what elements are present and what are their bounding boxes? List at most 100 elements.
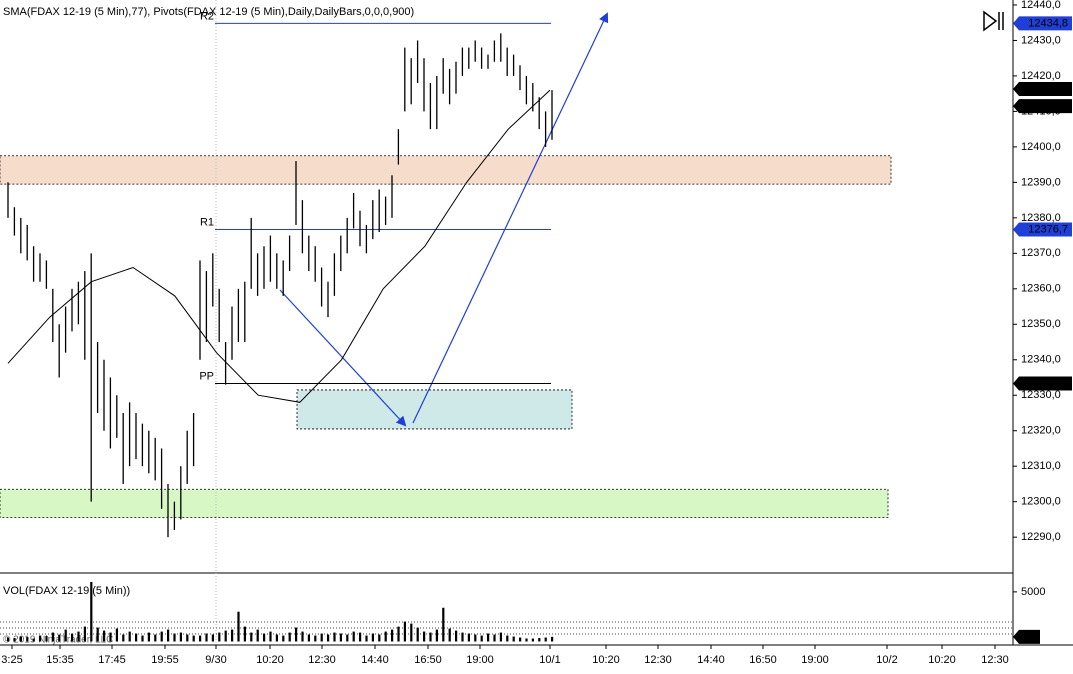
volume-bar: [448, 628, 451, 642]
y-tick-label: 12310,0: [1021, 460, 1061, 472]
volume-bar: [45, 636, 48, 642]
y-tick-label: 12330,0: [1021, 389, 1061, 401]
price-marker-label: 12416,3: [1028, 83, 1068, 95]
volume-bar: [26, 637, 29, 642]
volume-bar: [141, 635, 144, 642]
volume-tick-label: 5000: [1021, 586, 1045, 598]
volume-bar: [7, 637, 10, 642]
volume-bar: [224, 630, 227, 642]
x-tick-label: 9/30: [205, 654, 226, 666]
x-tick-label: 19:55: [151, 654, 179, 666]
volume-bar: [115, 628, 118, 642]
x-tick-label: 15:35: [46, 654, 74, 666]
volume-bar: [275, 634, 278, 642]
volume-bar: [147, 632, 150, 642]
pivot-label: PP: [199, 370, 214, 382]
volume-bar: [391, 629, 394, 642]
sma-line: [7, 89, 551, 403]
volume-bar: [109, 632, 112, 642]
volume-bar: [410, 623, 413, 642]
price-marker-label: 12434,8: [1028, 17, 1068, 29]
volume-bar: [282, 635, 285, 642]
volume-bar: [58, 634, 61, 642]
volume-bar: [167, 629, 170, 642]
volume-bar: [160, 631, 163, 642]
price-marker: [1013, 376, 1072, 391]
volume-bar: [256, 629, 259, 642]
y-tick-label: 12420,0: [1021, 70, 1061, 82]
volume-bar: [493, 634, 496, 642]
price-marker-label: 12411,5: [1029, 100, 1068, 112]
volume-bar: [314, 635, 317, 642]
volume-bar: [231, 629, 234, 642]
volume-bar: [359, 632, 362, 642]
volume-bar: [320, 633, 323, 642]
volume-bar: [307, 634, 310, 642]
volume-bar: [154, 634, 157, 642]
pivot-label: R2: [200, 10, 214, 22]
y-tick-label: 12390,0: [1021, 176, 1061, 188]
x-tick-label: 12:30: [308, 654, 336, 666]
volume-bar: [135, 633, 138, 642]
x-tick-label: 12:30: [981, 654, 1009, 666]
volume-bar: [237, 611, 240, 642]
volume-marker: [1013, 629, 1040, 644]
volume-bar: [506, 635, 509, 642]
volume-bar: [480, 635, 483, 642]
x-tick-label: 19:00: [801, 654, 829, 666]
volume-bar: [455, 630, 458, 642]
volume-bar: [128, 631, 131, 642]
x-tick-label: 3:25: [1, 654, 22, 666]
y-tick-label: 12350,0: [1021, 318, 1061, 330]
volume-bar: [429, 632, 432, 642]
volume-bar: [416, 627, 419, 642]
x-tick-label: 10:20: [592, 654, 620, 666]
x-tick-label: 12:30: [644, 654, 672, 666]
x-tick-label: 17:45: [98, 654, 126, 666]
x-tick-label: 14:40: [697, 654, 725, 666]
y-tick-label: 12370,0: [1021, 247, 1061, 259]
volume-bar: [243, 626, 246, 642]
volume-bar: [512, 636, 515, 642]
x-tick-label: 10:20: [928, 654, 956, 666]
y-tick-label: 12320,0: [1021, 425, 1061, 437]
volume-bar: [467, 633, 470, 642]
y-tick-label: 12440,0: [1021, 0, 1061, 11]
y-tick-label: 12300,0: [1021, 496, 1061, 508]
volume-bar: [19, 636, 22, 642]
pivot-label: R1: [200, 216, 214, 228]
play-button[interactable]: [982, 10, 1004, 32]
x-tick-label: 10:20: [256, 654, 284, 666]
volume-bar: [365, 635, 368, 642]
x-tick-label: 16:50: [414, 654, 442, 666]
volume-bar: [192, 635, 195, 642]
chart-title: SMA(FDAX 12-19 (5 Min),77), Pivots(FDAX …: [3, 6, 414, 18]
y-tick-label: 12340,0: [1021, 354, 1061, 366]
volume-bar: [295, 627, 298, 642]
x-tick-label: 16:50: [749, 654, 777, 666]
volume-bar: [423, 631, 426, 642]
volume-marker-label: 472: [1019, 631, 1037, 643]
volume-bar: [263, 633, 266, 642]
volume-bar: [499, 632, 502, 642]
volume-bar: [32, 638, 35, 642]
volume-bar: [333, 632, 336, 642]
drawn-arrow: [412, 12, 609, 424]
volume-bar: [397, 626, 400, 642]
volume-bar: [218, 632, 221, 642]
volume-bar: [250, 632, 253, 642]
volume-bar: [96, 627, 99, 642]
volume-bar: [531, 638, 534, 642]
y-tick-label: 12430,0: [1021, 34, 1061, 46]
volume-bar: [339, 633, 342, 642]
volume-bar: [371, 633, 374, 642]
price-marker: [1013, 16, 1072, 31]
volume-bar: [77, 631, 80, 642]
x-tick-label: 10/2: [876, 654, 897, 666]
x-tick-label: 19:00: [466, 654, 494, 666]
volume-bar: [205, 633, 208, 642]
copyright: © 2019 NinjaTrader, LLC: [3, 635, 113, 646]
volume-bar: [519, 637, 522, 642]
price-marker: [1013, 222, 1072, 237]
